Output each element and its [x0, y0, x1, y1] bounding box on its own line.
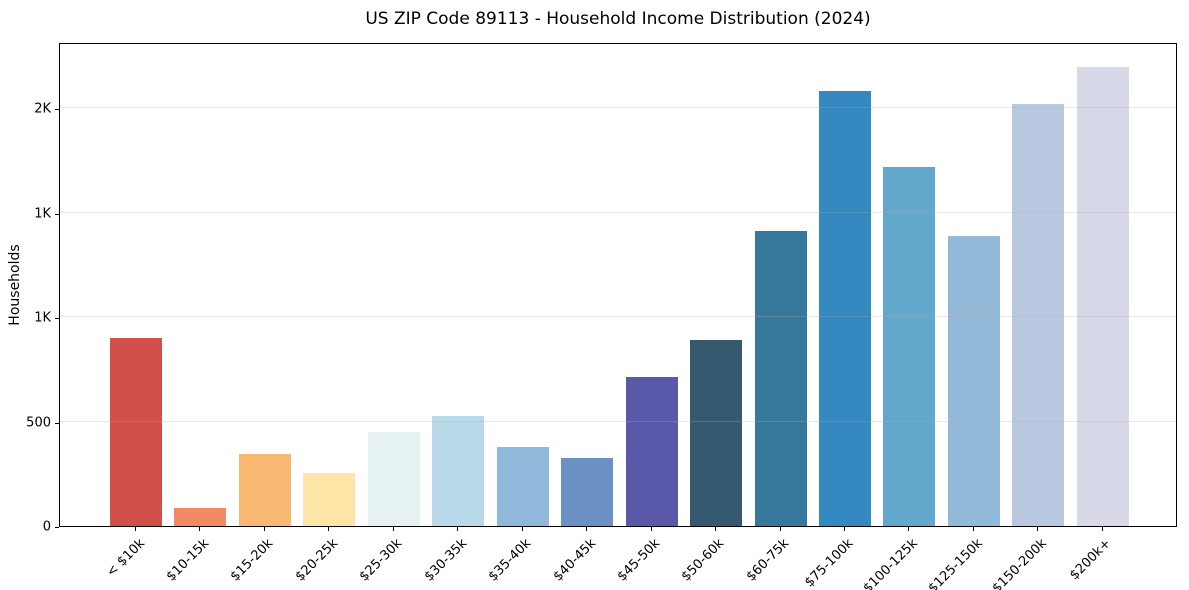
- x-tick-mark: [457, 527, 459, 531]
- y-tick-mark: [55, 318, 59, 319]
- y-tick-mark: [55, 527, 59, 528]
- bar-$60-75k: [754, 231, 807, 526]
- bar-$200k+: [1076, 67, 1129, 526]
- x-tick-mark: [779, 527, 781, 531]
- bar-$100-125k: [883, 166, 936, 526]
- bar-$25-30k: [367, 432, 420, 526]
- x-tick-label-$10-15k: $10-15k: [163, 536, 213, 585]
- plot-area: [59, 43, 1177, 527]
- x-tick-label-$60-75k: $60-75k: [743, 536, 793, 585]
- bar-$45-50k: [625, 376, 678, 526]
- x-tick-label-$50-60k: $50-60k: [679, 536, 728, 585]
- bar-$15-20k: [238, 453, 291, 526]
- x-tick-mark: [650, 527, 652, 531]
- y-tick-mark: [55, 422, 59, 424]
- x-tick-mark: [586, 527, 588, 531]
- x-tick-label-$25-30k: $25-30k: [356, 536, 406, 585]
- gridline-2000: [60, 107, 1176, 108]
- x-tick-mark: [392, 527, 394, 531]
- bar-$40-45k: [561, 458, 614, 526]
- gridline-1500: [60, 211, 1176, 213]
- y-tick-label: 1K: [34, 310, 51, 326]
- x-tick-mark: [843, 527, 845, 531]
- x-tick-label-$20-25k: $20-25k: [292, 536, 341, 585]
- x-tick-label-< $10k: < $10k: [103, 536, 148, 581]
- x-tick-label-$75-100k: $75-100k: [802, 536, 857, 590]
- y-tick-mark: [55, 213, 59, 215]
- bar-$150-200k: [1012, 103, 1065, 526]
- x-axis-ticks: < $10k $10-15k $15-20k $20-25k $25-30k $30-35…: [59, 527, 1177, 590]
- gridline-500: [60, 420, 1176, 422]
- x-tick-label-$35-40k: $35-40k: [485, 536, 535, 585]
- x-tick-mark: [1037, 527, 1039, 531]
- x-tick-mark: [328, 527, 330, 531]
- x-tick-mark: [715, 527, 717, 531]
- x-tick-label-$15-20k: $15-20k: [228, 536, 277, 585]
- y-tick-label: 2K: [34, 101, 51, 117]
- x-tick-label-$45-50k: $45-50k: [614, 536, 664, 585]
- bar-$10-15k: [174, 507, 227, 526]
- x-tick-label-$30-35k: $30-35k: [421, 536, 470, 585]
- x-tick-mark: [908, 527, 910, 531]
- bar-$75-100k: [818, 91, 871, 526]
- x-tick-mark: [199, 527, 201, 531]
- x-tick-label-$100-125k: $100-125k: [860, 536, 922, 590]
- x-tick-label-$125-150k: $125-150k: [925, 536, 986, 590]
- bar-$30-35k: [432, 416, 485, 526]
- bar-$50-60k: [690, 340, 743, 526]
- gridline-1000: [60, 316, 1176, 317]
- x-tick-mark: [1101, 527, 1103, 531]
- bar-$35-40k: [496, 446, 549, 526]
- bar-$125-150k: [947, 235, 1000, 526]
- y-tick-mark: [55, 109, 59, 110]
- x-tick-mark: [263, 527, 265, 531]
- x-tick-label-$150-200k: $150-200k: [989, 536, 1050, 590]
- y-tick-label: 0: [42, 519, 51, 535]
- x-tick-label-$200k+: $200k+: [1067, 536, 1115, 584]
- bar-$20-25k: [303, 472, 356, 526]
- chart-title: US ZIP Code 89113 - Household Income Dis…: [365, 9, 871, 29]
- y-tick-label: 500: [26, 415, 51, 430]
- bar-< $10k: [110, 337, 162, 526]
- x-tick-label-$40-45k: $40-45k: [550, 536, 599, 585]
- x-tick-mark: [135, 527, 136, 531]
- y-tick-label: 1K: [34, 206, 51, 221]
- x-tick-mark: [972, 527, 974, 531]
- y-axis-ticks: 0 500 1K 1K 2K: [0, 43, 59, 534]
- x-tick-mark: [521, 527, 523, 531]
